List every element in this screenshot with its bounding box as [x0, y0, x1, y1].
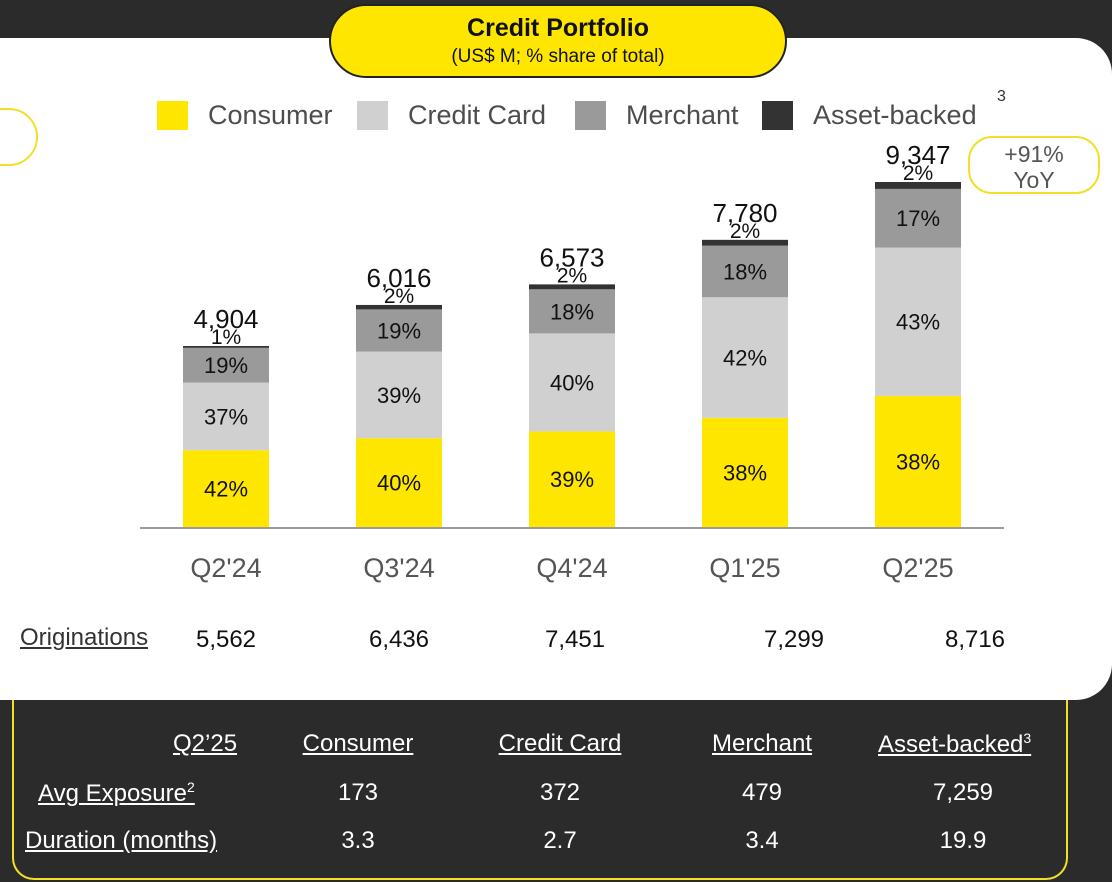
legend-superscript: 3 [997, 88, 1006, 105]
bar-segment-credit-card [183, 382, 269, 451]
segment-label: 39% [377, 383, 421, 408]
bar-segment-asset-backed [529, 284, 615, 290]
yoy-label: YoY [1013, 167, 1055, 193]
bar-total-label: 7,780 [712, 198, 777, 228]
x-tick-label: Q1'25 [709, 553, 780, 583]
bar-segment-merchant [702, 245, 788, 298]
x-tick-label: Q2'25 [882, 553, 953, 583]
segment-label: 42% [204, 477, 248, 502]
originations-value: 5,562 [195, 626, 257, 653]
table-row-label-avg-exposure: Avg Exposure2 [38, 779, 195, 808]
bar-segment-consumer [529, 431, 615, 527]
bar-total-label: 4,904 [193, 304, 258, 334]
segment-label: 37% [204, 404, 248, 429]
segment-label: 1% [211, 326, 241, 349]
table-column-label: Asset-backed [878, 731, 1024, 758]
table-cell: 2.7 [543, 827, 577, 854]
x-tick-label: Q3'24 [363, 553, 434, 583]
bar-segment-asset-backed [875, 182, 961, 189]
bar-segment-credit-card [529, 333, 615, 432]
originations-value: 8,716 [944, 626, 1006, 653]
bar-segment-asset-backed [356, 304, 442, 310]
originations-value: 7,299 [763, 626, 825, 653]
segment-label: 18% [723, 259, 767, 284]
legend-label: Consumer [208, 100, 333, 130]
segment-label: 2% [557, 264, 587, 287]
table-cell: 3.4 [745, 827, 779, 854]
table-cell: 3.3 [341, 827, 375, 854]
bar-segment-merchant [356, 309, 442, 352]
originations-value: 7,451 [544, 626, 606, 653]
segment-label: 17% [896, 206, 940, 231]
legend-swatch-asset-backed [762, 101, 793, 130]
row-label-superscript: 2 [186, 779, 195, 795]
segment-label: 38% [896, 449, 940, 474]
row-label: Avg Exposure [38, 780, 187, 807]
bar-total-label: 9,347 [885, 140, 950, 170]
segment-label: 40% [377, 471, 421, 496]
table-column-merchant: Merchant [711, 730, 813, 757]
legend-item-asset-backed: Asset-backed [762, 100, 977, 131]
bar-segment-credit-card [702, 297, 788, 418]
table-row-label-duration: Duration (months) [25, 827, 218, 854]
chart-title: Credit Portfolio [467, 14, 649, 42]
segment-label: 2% [384, 285, 414, 308]
bar-segment-merchant [183, 347, 269, 383]
legend-swatch-credit-card [357, 101, 388, 130]
bar-segment-credit-card [875, 247, 961, 396]
table-column-credit-card: Credit Card [498, 730, 622, 757]
table-cell: 19.9 [939, 827, 987, 854]
yoy-value: +91% [1004, 141, 1064, 167]
segment-label: 2% [730, 220, 760, 243]
x-tick-label: Q4'24 [536, 553, 607, 583]
table-cell: 372 [539, 779, 581, 806]
bar-segment-merchant [875, 188, 961, 248]
table-cell: 7,259 [932, 779, 994, 806]
bar-segment-consumer [356, 438, 442, 527]
segment-label: 19% [204, 353, 248, 378]
bar-total-label: 6,016 [366, 263, 431, 293]
exposure-table-frame [12, 700, 1068, 880]
bar-segment-merchant [529, 289, 615, 334]
bar-segment-asset-backed [702, 239, 788, 246]
legend-swatch-merchant [575, 101, 606, 130]
table-column-asset-backed: Asset-backed3 [878, 730, 1031, 759]
bar-segment-asset-backed [183, 345, 269, 348]
bar-segment-credit-card [356, 351, 442, 439]
legend-item-credit-card: Credit Card [357, 100, 546, 131]
bar-segment-consumer [702, 417, 788, 527]
legend-item-merchant: Merchant [575, 100, 739, 131]
table-cell: 479 [741, 779, 783, 806]
table-cell: 173 [337, 779, 379, 806]
legend-label: Asset-backed [813, 100, 977, 130]
legend-label: Credit Card [408, 100, 547, 130]
originations-value: 6,436 [368, 626, 430, 653]
segment-label: 43% [896, 310, 940, 335]
segment-label: 39% [550, 467, 594, 492]
originations-label[interactable]: Originations [20, 624, 149, 651]
segment-label: 42% [723, 346, 767, 371]
chart-subtitle: (US$ M; % share of total) [451, 46, 665, 67]
table-column-superscript: 3 [1023, 730, 1032, 746]
legend-swatch-consumer [157, 101, 188, 130]
legend-item-consumer: Consumer [157, 100, 333, 131]
segment-label: 38% [723, 460, 767, 485]
segment-label: 19% [377, 318, 421, 343]
table-column-consumer: Consumer [302, 730, 414, 757]
segment-label: 18% [550, 299, 594, 324]
x-tick-label: Q2'24 [190, 553, 261, 583]
stacked-bar-chart: 42%37%19%1%4,904Q2'2440%39%19%2%6,016Q3'… [140, 140, 1004, 583]
segment-label: 2% [903, 162, 933, 185]
bar-total-label: 6,573 [539, 242, 604, 272]
segment-label: 40% [550, 370, 594, 395]
bar-segment-consumer [183, 450, 269, 527]
legend-label: Merchant [626, 100, 739, 130]
yoy-badge: +91% YoY [968, 136, 1100, 194]
bar-segment-consumer [875, 395, 961, 527]
table-period-header: Q2’25 [173, 730, 238, 757]
title-pill: Credit Portfolio (US$ M; % share of tota… [329, 4, 787, 78]
